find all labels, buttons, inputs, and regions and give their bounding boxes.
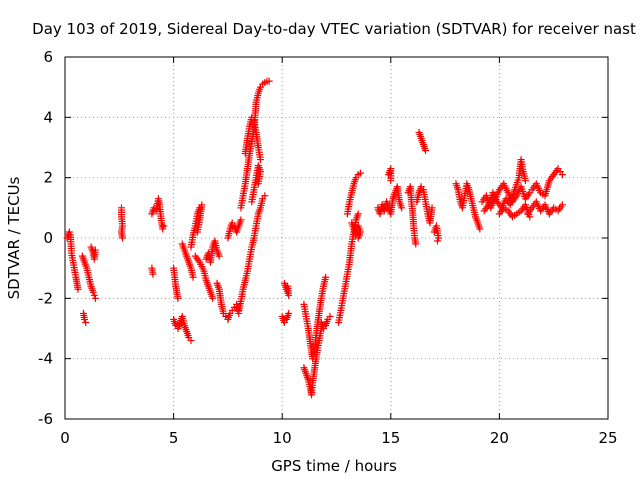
- y-axis-label: SDTVAR / TECUs: [5, 176, 23, 299]
- data-point: [261, 192, 269, 200]
- plot-frame: [64, 56, 609, 420]
- y-tick-label: 4: [43, 108, 53, 126]
- data-point: [119, 234, 127, 242]
- x-axis-label: GPS time / hours: [271, 457, 397, 475]
- data-point: [558, 201, 566, 209]
- grid: [65, 57, 608, 419]
- data-point: [187, 337, 195, 345]
- data-point: [193, 228, 201, 236]
- data-point: [160, 222, 168, 230]
- data-points: [63, 77, 566, 399]
- data-point: [476, 225, 484, 233]
- x-tick-label: 10: [273, 429, 292, 447]
- data-point: [215, 252, 223, 260]
- data-point: [91, 294, 99, 302]
- data-point: [433, 237, 441, 245]
- data-point: [82, 318, 90, 326]
- data-point: [209, 294, 217, 302]
- data-point: [326, 312, 334, 320]
- data-point: [354, 222, 362, 230]
- y-tick-label: -6: [38, 410, 53, 428]
- data-point: [149, 270, 157, 278]
- data-point: [237, 216, 245, 224]
- data-point: [189, 273, 197, 281]
- y-tick-label: 0: [43, 229, 53, 247]
- data-point: [428, 204, 436, 212]
- data-point: [74, 285, 82, 293]
- data-point: [526, 213, 534, 221]
- x-tick-label: 15: [381, 429, 400, 447]
- chart-title: Day 103 of 2019, Sidereal Day-to-day VTE…: [32, 20, 636, 38]
- x-tick-label: 0: [60, 429, 70, 447]
- data-point: [91, 246, 99, 254]
- data-point: [435, 234, 443, 242]
- data-point: [254, 180, 262, 188]
- data-point: [354, 210, 362, 218]
- data-point: [174, 294, 182, 302]
- x-tick-label: 20: [490, 429, 509, 447]
- data-point: [89, 288, 97, 296]
- y-tick-label: 2: [43, 169, 53, 187]
- data-point: [256, 156, 264, 164]
- data-point: [265, 77, 273, 85]
- data-point: [521, 177, 529, 185]
- data-point: [356, 169, 364, 177]
- data-point: [558, 171, 566, 179]
- y-tick-label: -2: [38, 289, 53, 307]
- data-point: [412, 240, 420, 248]
- y-tick-label: -4: [38, 350, 53, 368]
- data-point: [387, 177, 395, 185]
- x-tick-label: 5: [169, 429, 179, 447]
- data-point: [322, 273, 330, 281]
- axis-ticks: 0 5 10 15 20 25 -6 -4 -2 0 2 4 6: [38, 48, 618, 447]
- data-point: [284, 282, 292, 290]
- data-point: [81, 315, 89, 323]
- data-point: [285, 309, 293, 317]
- data-point: [159, 225, 167, 233]
- data-point: [422, 147, 430, 155]
- data-point: [90, 291, 98, 299]
- y-tick-label: 6: [43, 48, 53, 66]
- data-point: [398, 204, 406, 212]
- x-tick-label: 25: [598, 429, 617, 447]
- data-point: [65, 228, 73, 236]
